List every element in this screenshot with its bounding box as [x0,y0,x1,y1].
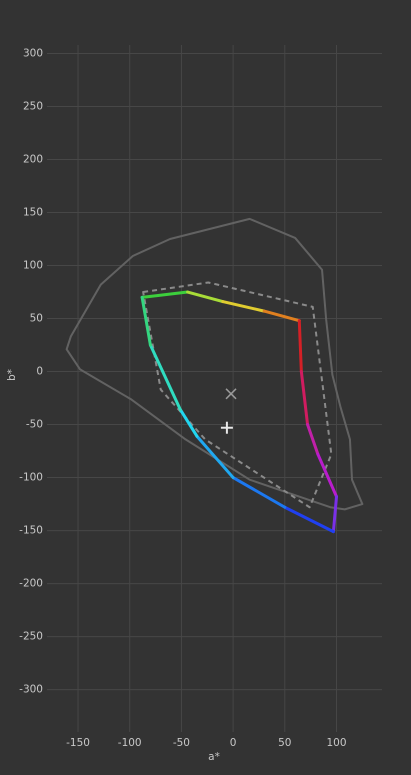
x-tick-label: -100 [118,737,142,749]
y-tick-label: 250 [23,100,43,112]
marker-stroke [225,388,237,400]
y-tick-label: 300 [23,47,43,59]
gamut-segment [306,423,320,456]
y-tick-label: 0 [36,366,43,378]
x-tick-label: -150 [66,737,90,749]
y-tick-label: -250 [19,631,43,643]
gamut-segment [283,505,335,534]
y-tick-label: 50 [30,313,43,325]
gamut-segment [178,408,199,438]
gamut-outline [142,281,333,509]
marker [220,421,233,434]
gamut-segment [140,290,190,299]
gamut-segment [195,434,235,480]
locus-outline [65,217,364,511]
gamut-segment [186,290,225,304]
y-tick-label: -50 [26,419,43,431]
y-tick-label: -100 [19,472,43,484]
gamut-segment [297,319,303,374]
y-tick-label: -150 [19,525,43,537]
x-tick-label: 100 [326,737,346,749]
x-tick-label: -50 [173,737,190,749]
marker [225,388,237,400]
gamut-segment [148,343,182,412]
gamut-segment [331,495,339,534]
y-axis-label: b* [6,369,18,381]
gamut-segment [231,476,287,509]
x-tick-label: 0 [230,737,237,749]
y-tick-label: 200 [23,154,43,166]
y-tick-label: 150 [23,207,43,219]
gamut-segment [262,309,301,323]
gamut-segment [221,300,266,313]
y-tick-label: -200 [19,578,43,590]
gamut-segment [299,370,310,427]
gamut-segment [140,295,152,347]
y-tick-label: 100 [23,260,43,272]
y-tick-label: -300 [19,684,43,696]
gamut-segment [316,452,339,499]
x-axis-label: a* [208,751,220,763]
x-tick-label: 50 [278,737,291,749]
